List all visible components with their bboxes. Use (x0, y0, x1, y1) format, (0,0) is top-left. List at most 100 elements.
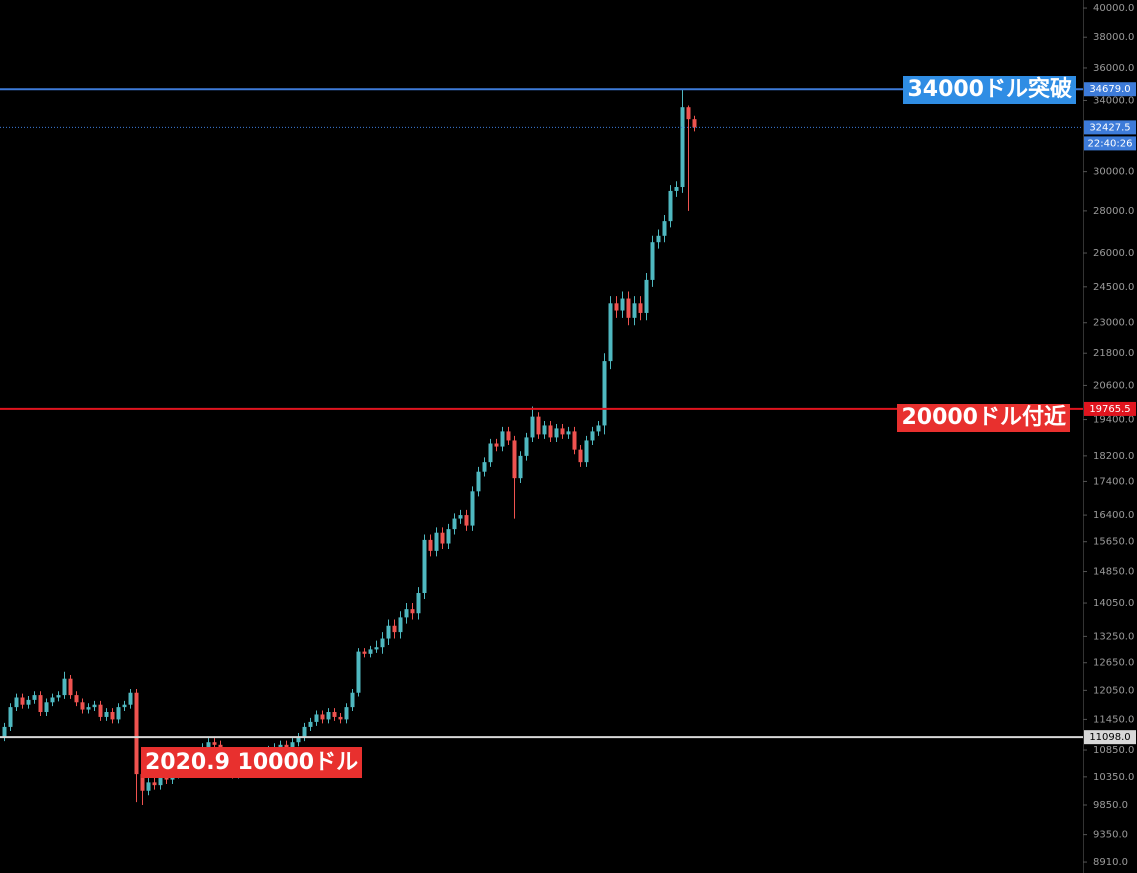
candle-body (650, 242, 655, 280)
y-tick-label: 24500.0 (1093, 282, 1134, 293)
candle-body (8, 707, 13, 727)
candle-body (416, 593, 421, 614)
candle-body (542, 425, 547, 435)
candle-body (512, 440, 517, 479)
candle-body (62, 678, 67, 696)
price-tag (1084, 120, 1136, 135)
price-tag (1084, 730, 1136, 745)
candle-body (572, 431, 577, 450)
candle-body (566, 431, 571, 435)
candle-body (332, 712, 337, 717)
y-tick-label: 19400.0 (1093, 415, 1134, 426)
candle-body (494, 443, 499, 447)
candle-body (26, 699, 31, 705)
countdown: 22:40:26 (1088, 138, 1133, 149)
candle-body (470, 491, 475, 526)
y-tick-label: 15650.0 (1093, 537, 1134, 548)
candle-body (404, 609, 409, 618)
candle-body (578, 449, 583, 463)
y-tick-label: 30000.0 (1093, 167, 1134, 178)
candle-body (686, 107, 691, 120)
candle-body (20, 697, 25, 705)
y-tick-label: 9850.0 (1093, 800, 1128, 811)
y-tick-label: 23000.0 (1093, 318, 1134, 329)
y-tick-label: 12050.0 (1093, 685, 1134, 696)
y-tick-label: 14850.0 (1093, 567, 1134, 578)
candle-body (548, 425, 553, 438)
candle-body (2, 726, 7, 738)
candle-body (32, 695, 37, 700)
candle-body (140, 774, 145, 791)
candle-body (158, 776, 163, 786)
candle-body (326, 712, 331, 720)
candle-body (398, 617, 403, 633)
candle-body (296, 737, 301, 743)
candle-body (482, 462, 487, 472)
candle-body (50, 697, 55, 703)
y-tick-label: 28000.0 (1093, 206, 1134, 217)
candle-body (584, 440, 589, 463)
candle-body (656, 235, 661, 243)
candle-body (338, 716, 343, 720)
y-tick-label: 21800.0 (1093, 348, 1134, 359)
candle-body (446, 529, 451, 544)
y-tick-label: 16400.0 (1093, 510, 1134, 521)
y-tick-label: 36000.0 (1093, 63, 1134, 74)
candle-body (344, 707, 349, 720)
price-tag-label: 32427.5 (1089, 122, 1130, 133)
candle-body (290, 742, 295, 748)
candle-body (44, 702, 49, 713)
y-tick-label: 34000.0 (1093, 95, 1134, 106)
candle-body (596, 425, 601, 432)
annotation: 20000ドル付近 (897, 404, 1070, 432)
y-tick-label: 14050.0 (1093, 598, 1134, 609)
candle-body (80, 702, 85, 710)
candle-body (410, 609, 415, 614)
candle-body (626, 298, 631, 318)
candle-body (590, 431, 595, 441)
candle-body (452, 518, 457, 530)
annotation: 2020.9 10000ドル (141, 747, 363, 778)
y-tick-label: 18200.0 (1093, 451, 1134, 462)
candle-body (284, 744, 289, 748)
candle-body (122, 704, 127, 708)
candle-body (146, 782, 151, 791)
candle-body (506, 431, 511, 441)
candle-body (374, 647, 379, 650)
candle-body (74, 695, 79, 703)
candle-body (14, 697, 19, 708)
candle-body (458, 515, 463, 519)
candle-body (368, 649, 373, 654)
candle-body (488, 443, 493, 463)
y-tick-label: 10350.0 (1093, 772, 1134, 783)
candle-body (302, 726, 307, 738)
candle-body (104, 712, 109, 717)
candle-body (206, 742, 211, 748)
candle-body (134, 692, 139, 775)
y-tick-label: 38000.0 (1093, 32, 1134, 43)
y-tick-label: 13250.0 (1093, 631, 1134, 642)
candle-body (116, 707, 121, 720)
y-tick-label: 20600.0 (1093, 380, 1134, 391)
candle-body (386, 625, 391, 639)
candle-body (560, 428, 565, 435)
y-tick-label: 12650.0 (1093, 658, 1134, 669)
countdown-tag (1084, 136, 1136, 151)
candle-body (314, 714, 319, 722)
candle-body (668, 190, 673, 222)
candle-body (152, 782, 157, 786)
candle-body (614, 303, 619, 311)
candle-body (632, 303, 637, 318)
price-tag-label: 19765.5 (1089, 404, 1130, 415)
y-tick-label: 9350.0 (1093, 830, 1128, 841)
candle-body (620, 298, 625, 311)
candle-body (86, 707, 91, 710)
candle-body (212, 742, 217, 745)
candle-body (164, 776, 169, 780)
candle-body (524, 437, 529, 456)
y-tick-label: 40000.0 (1093, 3, 1134, 14)
candle-body (308, 721, 313, 727)
candle-body (440, 532, 445, 544)
